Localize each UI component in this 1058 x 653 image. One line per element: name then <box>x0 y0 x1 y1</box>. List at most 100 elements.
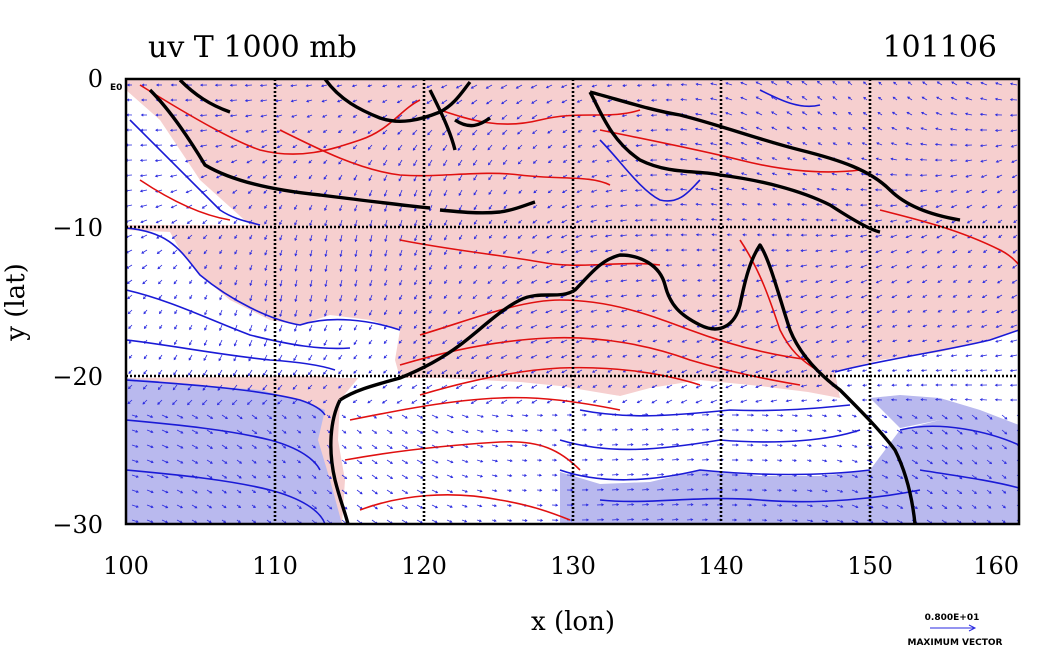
wind-vector <box>951 339 958 342</box>
wind-vector <box>161 474 169 479</box>
wind-vector-head <box>503 191 507 195</box>
wind-vector-head <box>757 218 761 222</box>
wind-vector-head <box>399 253 402 257</box>
wind-vector <box>371 444 378 449</box>
wind-vector <box>851 489 858 493</box>
wind-vector <box>429 189 433 197</box>
wind-vector <box>726 188 733 191</box>
wind-vector-head <box>876 383 880 387</box>
wind-vector <box>806 414 812 417</box>
wind-vector <box>696 354 703 358</box>
wind-vector-head <box>399 297 402 301</box>
wind-vector <box>831 309 838 314</box>
wind-vector <box>172 234 178 239</box>
wind-vector-head <box>473 281 476 284</box>
wind-vector-head <box>532 220 536 224</box>
wind-vector-head <box>920 368 924 372</box>
wind-vector-head <box>649 203 653 207</box>
wind-vector-head <box>950 190 954 193</box>
wind-vector <box>1012 279 1018 284</box>
wind-vector-head <box>554 413 558 417</box>
wind-vector-head <box>298 430 302 434</box>
wind-vector <box>280 279 283 287</box>
wind-vector <box>686 474 694 476</box>
wind-vector-head <box>823 444 827 448</box>
wind-vector-head <box>855 520 859 524</box>
wind-vector-head <box>995 310 999 314</box>
wind-vector-head <box>989 476 992 479</box>
wind-vector <box>591 189 598 193</box>
lat-lon-grid <box>126 79 1019 524</box>
wind-vector <box>416 444 423 449</box>
wind-vector-head <box>486 101 489 105</box>
wind-vector <box>821 474 828 477</box>
wind-vector-head <box>473 162 476 166</box>
wind-vector-head <box>876 142 880 145</box>
wind-vector-head <box>787 172 791 176</box>
wind-vector <box>291 114 298 118</box>
wind-vector-head <box>309 313 312 317</box>
wind-vector-head <box>892 96 896 100</box>
wind-vector-head <box>397 132 401 135</box>
wind-vector <box>501 369 508 374</box>
wind-vector <box>461 489 468 493</box>
wind-vector <box>911 459 918 464</box>
wind-vector-head <box>755 81 759 85</box>
wind-vector <box>486 84 493 89</box>
wind-vector-head <box>935 368 939 372</box>
wind-vector <box>142 399 148 405</box>
wind-vector <box>605 264 613 267</box>
wind-vector <box>173 354 178 360</box>
wind-vector <box>215 114 223 117</box>
wind-vector-head <box>681 278 685 282</box>
wind-vector <box>547 399 553 404</box>
wind-vector <box>201 174 208 178</box>
wind-vector-head <box>964 112 968 116</box>
wind-vector-head <box>157 387 161 390</box>
wind-vector-head <box>994 97 998 101</box>
wind-vector-head <box>313 445 316 449</box>
wind-vector-head <box>802 142 806 145</box>
wind-vector <box>532 249 538 254</box>
wind-vector <box>356 489 363 495</box>
wind-vector <box>755 384 763 388</box>
wind-vector-head <box>862 127 866 130</box>
wind-vector-head <box>518 190 522 194</box>
wind-vector-head <box>801 80 805 84</box>
wind-vector-head <box>786 203 790 206</box>
wind-vector-head <box>202 387 206 391</box>
wind-vector <box>501 354 508 359</box>
wind-vector <box>295 264 298 272</box>
wind-vector <box>785 294 793 298</box>
wind-vector-head <box>680 98 684 102</box>
wind-vector-head <box>661 473 665 477</box>
wind-vector <box>966 339 973 342</box>
wind-vector <box>911 444 918 449</box>
wind-vector-head <box>755 310 759 313</box>
wind-vector-head <box>323 357 327 361</box>
wind-vector <box>323 384 328 389</box>
wind-vector-head <box>224 461 228 464</box>
wind-vector-head <box>830 234 834 238</box>
wind-vector-head <box>891 310 895 313</box>
wind-vector <box>427 369 433 374</box>
wind-vector-head <box>214 83 218 87</box>
wind-vector-head <box>620 159 624 163</box>
wind-vector-head <box>906 111 910 115</box>
wind-vector-head <box>964 159 968 163</box>
wind-vector <box>711 218 718 221</box>
wind-vector-head <box>174 311 177 315</box>
wind-vector-head <box>921 354 925 358</box>
wind-vector <box>997 189 1003 194</box>
wind-vector-head <box>951 339 955 343</box>
wind-vector-head <box>996 295 1000 299</box>
wind-vector-head <box>420 505 424 509</box>
wind-vector-head <box>890 142 894 146</box>
wind-vector-head <box>329 506 333 510</box>
wind-vector-head <box>233 221 237 225</box>
wind-vector <box>671 489 679 491</box>
wind-vector-head <box>369 208 372 212</box>
wind-vector <box>203 369 208 376</box>
wind-vector-head <box>734 518 738 522</box>
wind-vector <box>161 414 168 418</box>
